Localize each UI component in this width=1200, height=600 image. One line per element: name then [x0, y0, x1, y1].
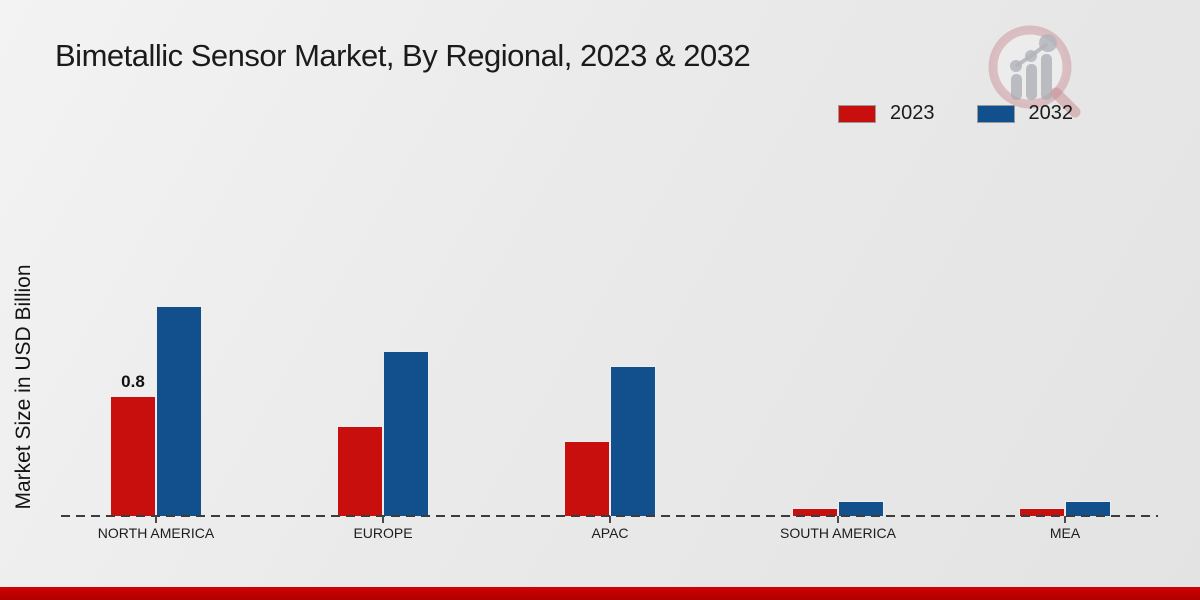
category-label-north-america: NORTH AMERICA: [97, 525, 215, 541]
legend-item-2032: 2032: [976, 102, 1074, 125]
legend-label-2023: 2023: [890, 102, 935, 124]
legend: 2023 2032: [838, 102, 1073, 125]
bar-2023-europe: [337, 426, 383, 516]
category-label-apac: APAC: [591, 525, 629, 541]
bar-2032-north-america: [156, 306, 202, 516]
bar-2023-south-america: [792, 508, 838, 516]
chart-title: Bimetallic Sensor Market, By Regional, 2…: [55, 38, 751, 73]
bar-2032-mea: [1065, 501, 1111, 516]
magnifier-barchart-logo-icon: [988, 25, 1081, 118]
bar-2023-mea: [1019, 508, 1065, 516]
category-label-mea: MEA: [1049, 525, 1081, 541]
x-axis-tick: [837, 516, 839, 523]
x-axis-tick: [155, 516, 157, 523]
bar-2032-europe: [383, 351, 429, 516]
x-axis-tick: [609, 516, 611, 523]
bar-2023-apac: [564, 441, 610, 516]
legend-label-2032: 2032: [1028, 102, 1074, 124]
bar-2032-apac: [610, 366, 656, 516]
legend-item-2023: 2023: [838, 102, 935, 125]
legend-swatch-2032: [976, 104, 1015, 123]
legend-swatch-2023: [838, 104, 876, 123]
x-axis-tick: [1064, 516, 1066, 523]
bar-2032-south-america: [838, 501, 884, 516]
category-label-south-america: SOUTH AMERICA: [780, 525, 896, 541]
footer-accent-bar: [0, 587, 1200, 600]
bar-value-label: 0.8: [121, 372, 145, 391]
bar-2023-north-america: [110, 396, 156, 516]
category-label-europe: EUROPE: [353, 525, 413, 541]
x-axis-tick: [382, 516, 384, 523]
